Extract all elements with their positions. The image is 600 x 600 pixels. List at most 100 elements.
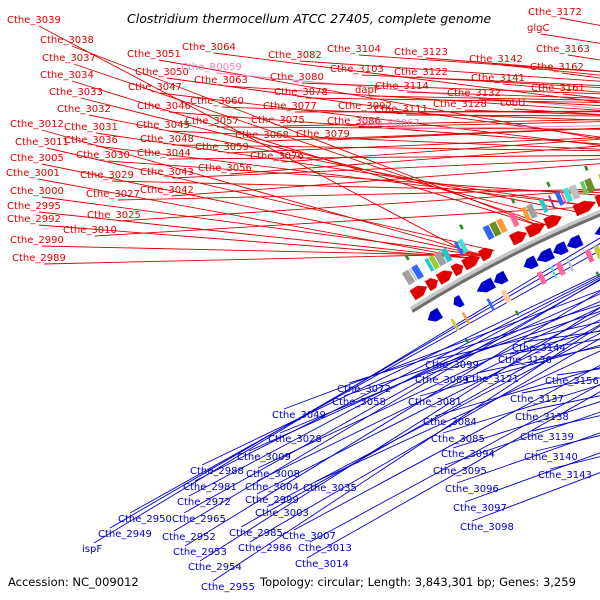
gene-label: Cthe_3081 [408, 397, 462, 408]
gene-label: Cthe_3038 [40, 35, 94, 46]
cog-block-inner [450, 318, 460, 331]
gene-leader-line [343, 311, 600, 397]
cog-block-outer [554, 191, 565, 206]
gc-mark-outer [404, 254, 410, 261]
gene-leader-line [229, 145, 600, 175]
forward-gene-arrow [461, 255, 481, 271]
cog-block-outer [489, 221, 502, 237]
cog-block-outer [440, 247, 453, 263]
gene-label: Cthe_3039 [7, 15, 61, 26]
gene-label: Cthe_3051 [127, 49, 181, 60]
cog-block-outer [579, 180, 589, 196]
forward-gene-arrow [477, 247, 494, 262]
gene-leader-line [281, 138, 600, 163]
gene-leader-line [279, 301, 600, 434]
gene-label: Cthe_3009 [237, 452, 291, 463]
reverse-gene-arrow [453, 294, 465, 308]
gene-label: Cthe_3034 [40, 70, 94, 81]
reverse-gene-arrow [566, 234, 584, 249]
gene-leader-line [166, 77, 600, 138]
cog-block-outer [433, 250, 447, 267]
gene-label: Cthe_3042 [140, 185, 194, 196]
gene-label: Cthe_3114 [375, 81, 429, 92]
gene-label: Cthe_3132 [447, 88, 501, 99]
gene-leader-line [406, 91, 600, 99]
gene-label: Cthe_3084 [423, 417, 477, 428]
gene-label: Cthe_3004 [245, 482, 299, 493]
gene-label: Cthe_3036 [64, 135, 118, 146]
top-label-lines [37, 17, 600, 265]
gene-label: Cthe_3111 [374, 104, 428, 115]
gene-leader-line [361, 74, 600, 87]
gene-label: cobU [500, 98, 525, 109]
gene-leader-line [38, 224, 480, 260]
gene-label: Cthe_3123 [394, 47, 448, 58]
forward-gene-arrow [572, 200, 597, 217]
forward-gene-arrow [435, 270, 453, 285]
gene-leader-line [94, 206, 589, 237]
cog-block-inner [536, 270, 547, 285]
gene-label: Cthe_3001 [6, 168, 60, 179]
bottom-gene-labels: ispF Cthe_2949 Cthe_2950 Cthe_2952 Cthe_2953… [82, 343, 599, 593]
gene-label: Cthe_3075 [251, 115, 305, 126]
gene-label: Cthe_2955 [201, 582, 255, 593]
gene-leader-line [425, 57, 600, 73]
gene-label: Cthe_3045 [136, 120, 190, 131]
gene-leader-line [327, 127, 600, 141]
gene-leader-line [444, 411, 600, 466]
gene-label: Cthe_3139 [520, 432, 574, 443]
gene-label: glgC [527, 23, 549, 34]
accession-text: Accession: NC_009012 [8, 575, 139, 589]
cog-block-outer [584, 177, 596, 194]
gene-label: Cthe_3095 [433, 466, 487, 477]
gene-label: Cthe_3143 [538, 470, 592, 481]
gene-leader-line [305, 97, 600, 103]
gene-label: Cthe_3013 [298, 543, 352, 554]
gene-label: Cthe_2995 [7, 201, 61, 212]
cog-block-outer [568, 184, 581, 200]
gene-label: Cthe_2950 [118, 514, 172, 525]
gene-leader-line [405, 114, 600, 117]
cog-block-outer [548, 195, 556, 209]
gene-leader-line [301, 82, 600, 95]
gene-leader-line [257, 307, 600, 469]
gene-label: Cthe_3080 [270, 72, 324, 83]
cog-block-inner [584, 248, 595, 263]
gene-leader-line [425, 77, 600, 89]
gene-label: Cthe_3063 [194, 75, 248, 86]
gene-leader-line [171, 158, 600, 179]
gene-label: Cthe_3172 [528, 7, 582, 18]
gene-leader-line [426, 330, 600, 375]
gene-label: Cthe_3028 [268, 434, 322, 445]
top-gene-labels: Cthe_3039 Cthe_3038 Cthe_3037 Cthe_3034 Cthe… [6, 7, 590, 264]
gene-label: Cthe_3140 [524, 452, 578, 463]
cog-block-outer [457, 238, 469, 254]
gene-label: Cthe_3003 [255, 508, 309, 519]
gene-leader-line [256, 319, 600, 495]
backbone [411, 213, 600, 313]
gene-label: Cthe_3033 [49, 87, 103, 98]
gene-leader-line [212, 325, 600, 582]
cog-block-inner [593, 245, 600, 260]
gene-label: Cthe_3138 [515, 412, 569, 423]
gene-label: Cthe_2999 [245, 495, 299, 506]
forward-gene-arrow [524, 222, 546, 238]
gene-label: Cthe_3089 [415, 375, 469, 386]
cog-block-inner [500, 289, 512, 304]
cog-block-inner [566, 258, 574, 271]
gene-leader-line [129, 250, 600, 514]
gene-label: Cthe_3027 [86, 189, 140, 200]
gene-leader-line [118, 189, 600, 222]
cog-block-outer [428, 254, 440, 270]
gene-label: Cthe_3163 [536, 44, 590, 55]
gene-leader-line [159, 92, 600, 146]
gene-label: Cthe_3094 [441, 449, 495, 460]
gene-leader-line [213, 52, 600, 103]
gene-leader-line [240, 324, 600, 528]
cog-block-inner [549, 265, 558, 279]
gene-leader-line [117, 188, 600, 201]
gene-leader-line [306, 391, 600, 559]
gene-label: Cthe_3144 [512, 343, 566, 354]
reverse-gene-arrow [493, 270, 509, 285]
gene-label: Cthe_2954 [188, 562, 242, 573]
